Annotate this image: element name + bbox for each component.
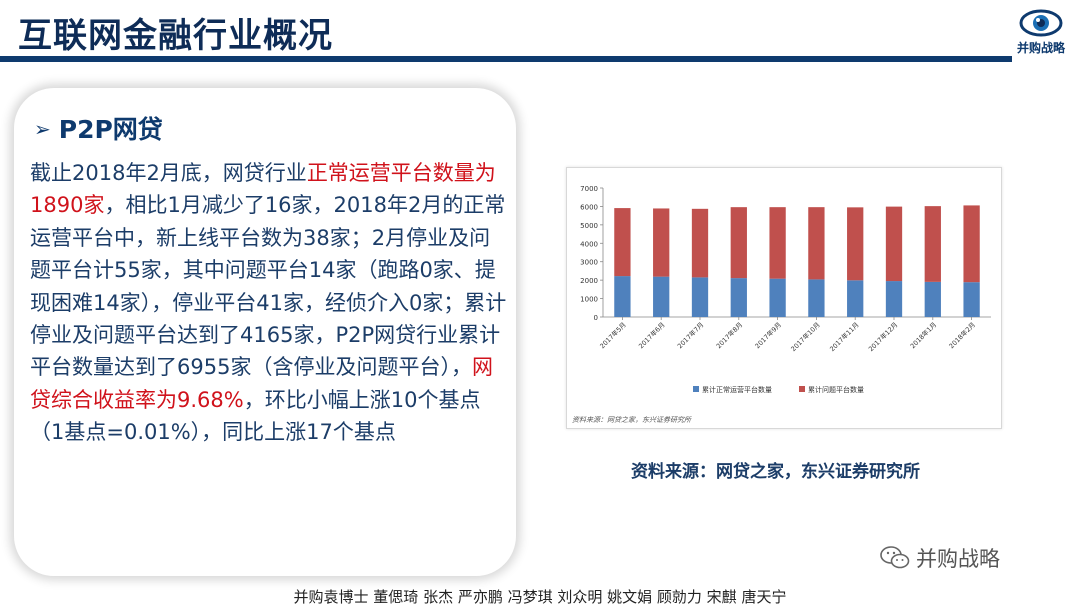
legend-swatch xyxy=(799,386,805,392)
source-caption: 资料来源：网贷之家，东兴证券研究所 xyxy=(631,462,920,482)
bar-segment-problem xyxy=(808,207,825,280)
arrow-bullet-icon: ➢ xyxy=(34,117,51,141)
footer-credits: 并购袁博士 董偲琦 张杰 严亦鹏 冯梦琪 刘众明 姚文娟 顾勍力 宋麒 唐天宁 xyxy=(293,588,787,606)
bar-segment-problem xyxy=(769,207,786,279)
chart-image-frame: 0 1000 2000 3000 4000 5000 6000 7000 2017年5月 2017… xyxy=(566,167,1002,429)
bar-segment-normal xyxy=(769,278,786,317)
bar-segment-normal xyxy=(808,279,825,317)
y-tick-label: 1000 xyxy=(580,296,598,304)
bar-segment-problem xyxy=(691,208,709,278)
bar-segment-normal xyxy=(691,277,709,317)
x-tick-label: 2017年10月 xyxy=(789,320,822,353)
y-tick-label: 6000 xyxy=(580,203,598,211)
text-run: 截止2018年2月底，网贷行业 xyxy=(30,161,307,185)
x-tick-label: 2018年1月 xyxy=(908,320,938,350)
x-tick-label: 2017年9月 xyxy=(753,320,783,350)
x-tick-label: 2017年5月 xyxy=(598,320,628,350)
y-tick-label: 3000 xyxy=(580,259,598,267)
legend-label: 累计问题平台数量 xyxy=(808,385,864,394)
page-title: 互联网金融行业概况 xyxy=(18,16,333,56)
eye-icon xyxy=(1019,9,1063,37)
bar-segment-problem xyxy=(963,205,980,283)
bar-segment-problem xyxy=(847,207,864,281)
wechat-account-name: 并购战略 xyxy=(916,547,1000,571)
bar-segment-normal xyxy=(614,276,631,317)
section-heading-label: P2P网贷 xyxy=(58,115,163,144)
x-tick-label: 2017年8月 xyxy=(714,320,744,350)
y-tick-label: 7000 xyxy=(580,185,598,193)
text-run: ，环比小幅上涨10个基点（1基点=0.01%），同比上涨17个基点 xyxy=(30,387,481,445)
bar-segment-problem xyxy=(885,206,903,282)
content-card xyxy=(14,88,516,576)
title-underline xyxy=(0,56,1012,62)
bar-segment-normal xyxy=(730,278,747,317)
bar-segment-problem xyxy=(653,208,670,277)
body-paragraph: 截止2018年2月底，网贷行业正常运营平台数量为1890家，相比1月减少了16家… xyxy=(30,157,508,449)
bar-segment-normal xyxy=(963,282,980,317)
x-tick-label: 2017年11月 xyxy=(828,320,861,353)
bar-segment-normal xyxy=(924,281,941,317)
highlight-text-run: 网贷综合收益率为9.68% xyxy=(30,355,493,412)
section-heading: ➢ P2P网贷 xyxy=(34,110,163,146)
wechat-account: 并购战略 xyxy=(880,543,1000,573)
bar-segment-normal xyxy=(653,276,670,317)
chart-source-note: 资料来源：网贷之家，东兴证券研究所 xyxy=(572,416,691,424)
y-tick-label: 2000 xyxy=(580,277,598,285)
x-tick-label: 2017年12月 xyxy=(866,320,899,353)
wechat-icon xyxy=(880,546,910,569)
bar-segment-normal xyxy=(885,281,903,317)
x-tick-label: 2017年7月 xyxy=(675,320,705,350)
bar-segment-normal xyxy=(847,280,864,317)
stacked-bar-chart: 0 1000 2000 3000 4000 5000 6000 7000 2017年5月 2017… xyxy=(580,185,991,394)
y-tick-label: 4000 xyxy=(580,240,598,248)
bar-segment-problem xyxy=(614,208,631,277)
bar-segment-problem xyxy=(730,207,747,279)
x-tick-label: 2017年6月 xyxy=(636,320,666,350)
legend-label: 累计正常运营平台数量 xyxy=(702,385,772,394)
highlight-text-run: 正常运营平台数量为1890家 xyxy=(30,161,496,218)
x-tick-label: 2018年2月 xyxy=(947,320,977,350)
y-tick-label: 5000 xyxy=(580,222,598,230)
brand-logo: 并购战略 xyxy=(1010,8,1072,66)
text-run: ，相比1月减少了16家，2018年2月的正常运营平台中，新上线平台数为38家；2… xyxy=(30,193,507,380)
bar-segment-problem xyxy=(924,206,941,282)
legend-swatch xyxy=(693,386,699,392)
y-tick-label: 0 xyxy=(594,314,598,322)
logo-text: 并购战略 xyxy=(1016,41,1065,55)
